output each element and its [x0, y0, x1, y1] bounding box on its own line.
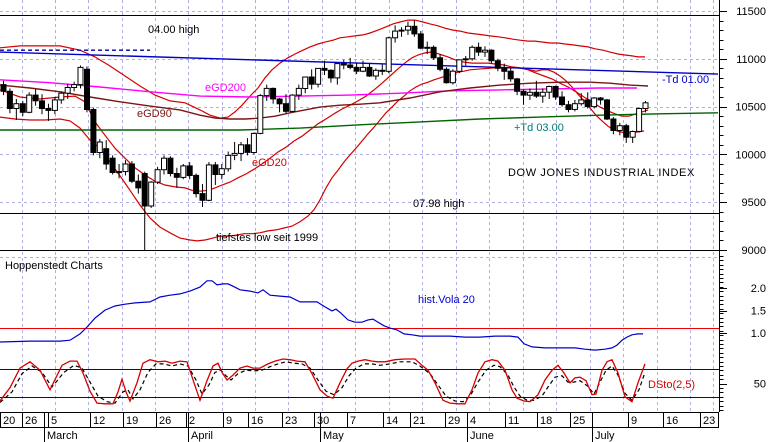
dsto-main-line: [0, 358, 646, 405]
price-tick-label: 9500: [742, 197, 766, 209]
right-axis: [719, 11, 727, 411]
eGD90-label: eGD90: [137, 108, 172, 120]
week-label: 25: [573, 415, 585, 427]
vola-tick-label: 1.5: [751, 306, 766, 318]
td_resistance-label: -Td 01.00: [662, 74, 709, 86]
week-label: 9: [631, 415, 637, 427]
month-label: April: [191, 430, 213, 442]
month-label: March: [47, 430, 78, 442]
week-label: 14: [386, 415, 398, 427]
eGD20-label: eGD20: [252, 157, 287, 169]
price-tick-label: 11000: [736, 54, 766, 66]
price-tick-label: 10500: [735, 102, 766, 114]
candles-layer: [0, 20, 649, 219]
dsto-signal-line: [0, 361, 646, 404]
td-support-line: [0, 112, 719, 131]
week-label: 11: [508, 415, 519, 427]
egd90-line: [0, 81, 649, 120]
week-label: 21: [413, 415, 425, 427]
week-label: 2: [189, 415, 195, 427]
week-label: 4: [470, 415, 476, 427]
upper-band-line: [0, 19, 645, 119]
level-label: 04.00 high: [148, 24, 199, 36]
week-label: 26: [25, 415, 37, 427]
chart-annotation: Hoppenstedt Charts: [5, 260, 103, 272]
level-label: 07.98 high: [413, 198, 464, 210]
low-annotation-label: tiefstes low seit 1999: [216, 232, 318, 244]
date-axis: [0, 412, 719, 442]
hist-vola-line: [0, 280, 643, 351]
price-tick-label: 9000: [742, 245, 766, 257]
week-label: 16: [251, 415, 263, 427]
chart-annotation: DOW JONES INDUSTRIAL INDEX: [508, 167, 695, 179]
vola-tick-label: 2.0: [751, 283, 766, 295]
eGD200-label: eGD200: [205, 82, 246, 94]
week-label: 26: [159, 415, 171, 427]
price-tick-label: 11500: [736, 6, 766, 18]
week-label: 7: [350, 415, 356, 427]
egd20-line: [0, 51, 649, 192]
week-label: 23: [285, 415, 297, 427]
td-resistance-line: [0, 51, 719, 75]
week-label: 12: [93, 415, 105, 427]
price-tick-label: 10000: [735, 149, 766, 161]
week-label: 23: [703, 415, 715, 427]
lower-band-line: [0, 67, 645, 242]
td_support-label: +Td 03.00: [514, 122, 564, 134]
vola-tick-label: 1.0: [751, 328, 766, 340]
month-label: May: [323, 430, 344, 442]
week-label: 18: [540, 415, 552, 427]
week-label: 29: [448, 415, 460, 427]
week-label: 5: [51, 415, 57, 427]
week-label: 16: [666, 415, 678, 427]
dsto-panel-label: DSto(2,5): [648, 379, 695, 391]
month-label: June: [470, 430, 494, 442]
vola-panel-label: hist.Vola 20: [418, 294, 475, 306]
egd200-line: [0, 79, 637, 98]
month-label: July: [595, 430, 615, 442]
week-label: 19: [126, 415, 138, 427]
week-label: 9: [226, 415, 232, 427]
week-label: 30: [317, 415, 329, 427]
dsto-tick-label: 50: [754, 379, 766, 391]
week-label: 20: [3, 415, 15, 427]
